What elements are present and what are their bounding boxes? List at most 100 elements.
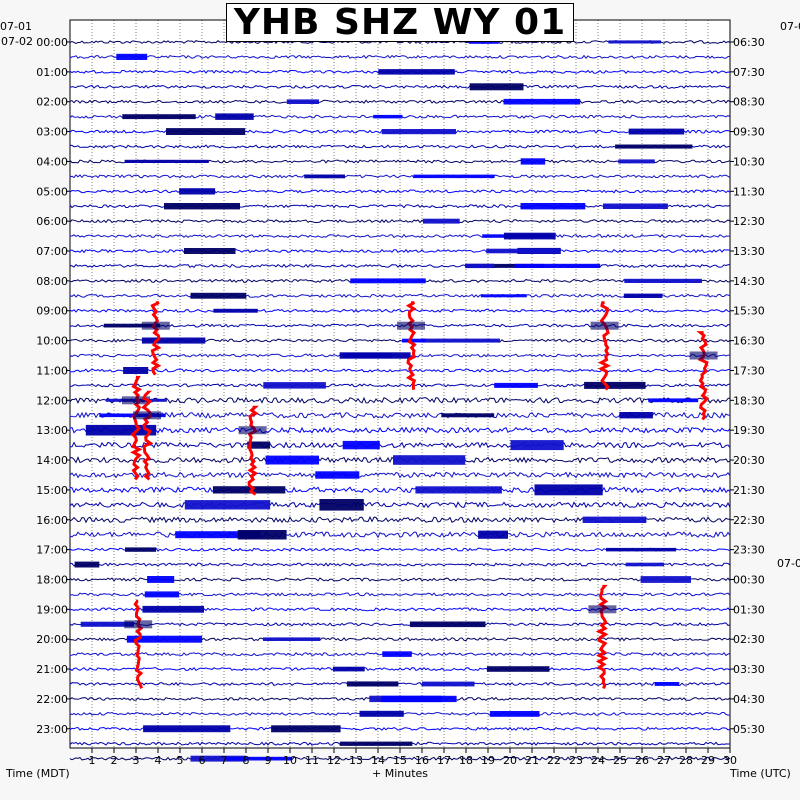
trace-row [69,99,731,104]
noise-burst [212,486,286,494]
right-axis-ticks: 06:30 07:30 08:30 09:30 10:30 11:30 12:30 13:30… [730,36,765,736]
trace-row [69,219,731,224]
left-tick-label: 12:00 [36,394,68,407]
right-tick-label: 08:30 [733,96,765,109]
right-tick-label: 03:30 [733,663,765,676]
noise-burst [520,203,586,210]
left-tick-label: 16:00 [36,514,68,527]
left-tick-label: 14:00 [36,454,68,467]
trace-row [69,666,731,672]
noise-burst [623,293,663,298]
noise-burst [184,248,236,254]
event-markers [122,301,718,689]
noise-burst [263,637,321,641]
noise-burst [315,471,360,479]
noise-burst [373,114,403,119]
trace-row [69,486,731,494]
left-axis-label: Time (MDT) [5,767,70,780]
right-tick-label: 17:30 [733,365,765,378]
x-tick-label: 22 [547,754,561,767]
x-tick-label: 29 [701,754,715,767]
event-trace [130,375,143,481]
left-tick-label: 19:00 [36,603,68,616]
x-tick-label: 24 [591,754,605,767]
noise-burst [80,621,135,627]
x-tick-label: 26 [635,754,649,767]
noise-burst [486,666,550,672]
event-coda [124,620,153,629]
noise-burst [648,398,699,403]
noise-burst [190,755,247,762]
x-tick-label: 12 [327,754,341,767]
noise-burst [480,294,527,298]
trace-row [69,233,731,239]
x-tick-label: 7 [221,754,228,767]
left-tick-label: 11:00 [36,365,68,378]
trace-row [69,368,731,373]
noise-burst [213,308,258,313]
noise-burst [606,547,677,552]
noise-burst [346,681,399,687]
noise-burst [247,441,271,449]
noise-burst [465,263,495,269]
trace-row [69,293,731,298]
noise-burst [271,725,341,733]
noise-burst [265,455,319,465]
noise-burst [184,500,271,510]
noise-burst [332,666,365,672]
left-tick-label: 10:00 [36,335,68,348]
left-tick-label: 03:00 [36,126,68,139]
right-tick-label: 02:30 [733,633,765,646]
noise-burst [393,455,466,465]
x-tick-label: 18 [459,754,473,767]
left-first-row-date: 07-02 [1,35,33,48]
noise-burst [503,98,581,105]
event-coda [590,321,619,330]
x-tick-label: 28 [679,754,693,767]
noise-burst [215,113,254,120]
event-trace [141,390,154,481]
left-tick-label: 04:00 [36,155,68,168]
noise-burst [628,128,685,135]
noise-burst [125,547,157,552]
event-coda [397,321,425,330]
trace-row [69,248,731,254]
x-tick-label: 19 [481,754,495,767]
noise-burst [469,83,524,91]
event-trace [133,599,144,689]
noise-burst [175,531,261,539]
noise-burst [382,651,412,657]
x-tick-label: 14 [371,754,385,767]
left-tick-label: 17:00 [36,544,68,557]
left-tick-label: 13:00 [36,424,68,437]
x-tick-label: 3 [133,754,140,767]
x-tick-label: 8 [243,754,250,767]
chart-title: YHB SHZ WY 01 [226,2,574,43]
noise-burst [350,278,426,284]
event-coda [122,396,150,405]
event-coda [588,605,617,614]
noise-burst [608,40,661,44]
x-tick-label: 6 [199,754,206,767]
trace-row [69,756,731,761]
event-trace [696,331,710,421]
right-tick-label: 01:30 [733,603,765,616]
noise-burst [319,499,364,511]
event-trace [150,301,162,376]
right-tick-label: 04:30 [733,693,765,706]
right-tick-label: 19:30 [733,424,765,437]
event-trace [405,301,417,390]
x-tick-label: 4 [155,754,162,767]
left-tick-label: 22:00 [36,693,68,706]
event-trace [595,584,609,689]
noise-burst [503,232,556,240]
x-tick-label: 25 [613,754,627,767]
right-tick-label: 14:30 [733,275,765,288]
noise-burst [164,203,240,210]
noise-burst [99,413,166,418]
noise-burst [584,381,646,389]
trace-row [69,501,731,509]
right-tick-label: 16:30 [733,335,765,348]
noise-burst [625,562,664,567]
noise-burst [618,159,655,164]
